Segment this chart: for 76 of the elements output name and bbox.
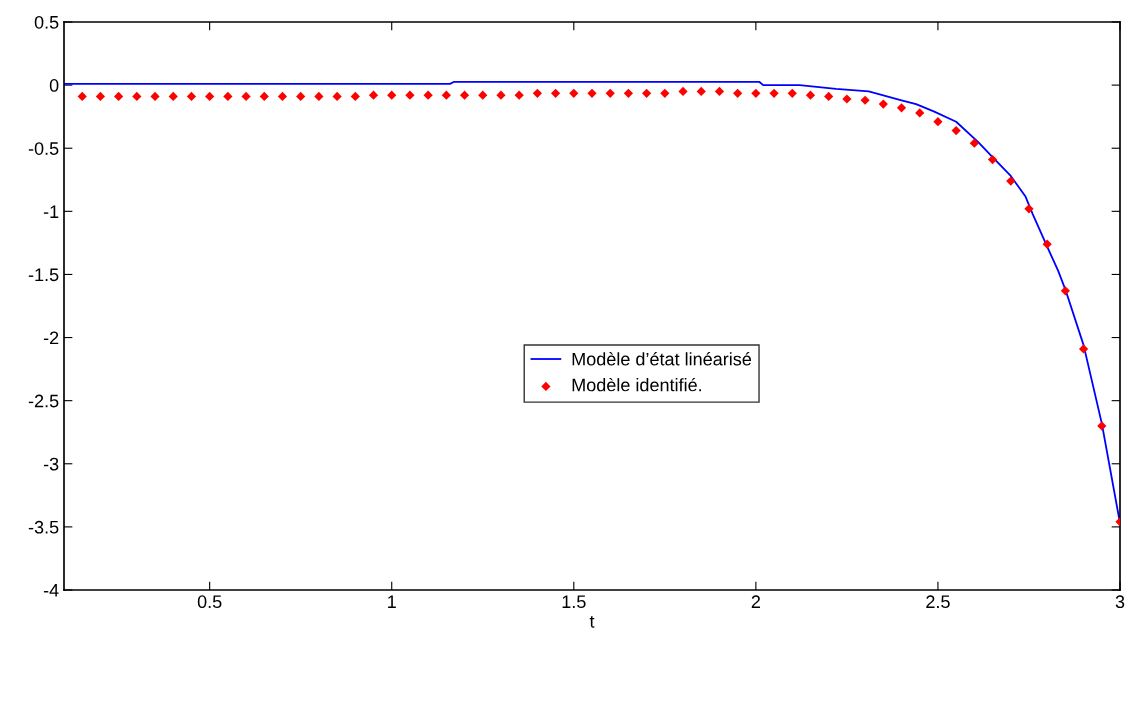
point xyxy=(241,91,251,102)
point xyxy=(387,90,397,100)
point xyxy=(496,90,506,100)
point xyxy=(514,90,524,100)
point xyxy=(423,90,433,100)
point xyxy=(77,91,87,102)
point xyxy=(441,90,451,100)
point xyxy=(1097,421,1107,431)
y-tick-label: 0.5 xyxy=(34,15,59,29)
y-tick-label: 0 xyxy=(49,79,59,92)
point xyxy=(186,91,197,102)
point xyxy=(150,91,160,102)
point xyxy=(296,91,306,102)
point xyxy=(678,86,688,97)
point xyxy=(969,138,979,148)
point xyxy=(569,88,579,98)
point xyxy=(878,99,888,109)
point xyxy=(459,90,470,100)
point xyxy=(842,94,852,104)
point xyxy=(824,91,834,102)
point xyxy=(350,91,360,102)
y-tick-label: -3 xyxy=(43,457,59,471)
point xyxy=(642,88,652,98)
point xyxy=(205,91,215,102)
point xyxy=(805,90,816,100)
point xyxy=(896,103,907,113)
legend-label: Modèle identifié. xyxy=(572,377,702,392)
point xyxy=(714,86,725,97)
point xyxy=(751,88,761,98)
y-tick-label: -1 xyxy=(43,205,59,218)
legend-label: Modèle d’état linéarisé xyxy=(572,352,752,366)
x-axis-title: t xyxy=(589,615,595,628)
point xyxy=(223,91,233,102)
point xyxy=(168,91,178,102)
y-tick-label: -3.5 xyxy=(28,520,59,534)
point xyxy=(532,88,542,98)
point xyxy=(951,125,961,136)
point xyxy=(660,88,670,98)
x-tick-label: 2.5 xyxy=(926,595,950,609)
point xyxy=(259,91,269,102)
point xyxy=(696,86,706,97)
point xyxy=(769,88,779,98)
point xyxy=(605,88,615,98)
point xyxy=(915,108,925,118)
point xyxy=(1078,344,1089,354)
point xyxy=(1006,176,1016,186)
y-tick-label: -4 xyxy=(43,584,59,597)
point xyxy=(1042,239,1052,249)
point xyxy=(132,91,142,102)
x-tick-label: 2 xyxy=(751,595,760,608)
point xyxy=(277,91,288,102)
point xyxy=(405,90,415,100)
point xyxy=(933,117,943,127)
x-tick-label: 3 xyxy=(1115,595,1125,609)
point xyxy=(95,91,106,102)
point xyxy=(114,91,124,102)
y-tick-label: -0.5 xyxy=(28,142,59,155)
point xyxy=(314,91,324,102)
x-tick-label: 1 xyxy=(388,595,396,608)
point xyxy=(860,95,870,105)
point xyxy=(332,91,342,102)
point xyxy=(550,88,561,98)
point xyxy=(787,88,797,98)
point xyxy=(623,88,634,98)
x-tick-label: 1.5 xyxy=(562,595,586,609)
point xyxy=(368,90,379,100)
point xyxy=(478,90,488,100)
point xyxy=(733,88,743,98)
point xyxy=(987,154,998,165)
point xyxy=(1060,286,1070,296)
y-tick-label: -1.5 xyxy=(28,268,59,282)
y-tick-label: -2 xyxy=(43,331,59,345)
x-tick-label: 0.5 xyxy=(197,595,222,609)
y-tick-label: -2.5 xyxy=(28,394,59,408)
point xyxy=(587,88,597,98)
point xyxy=(1024,204,1034,214)
